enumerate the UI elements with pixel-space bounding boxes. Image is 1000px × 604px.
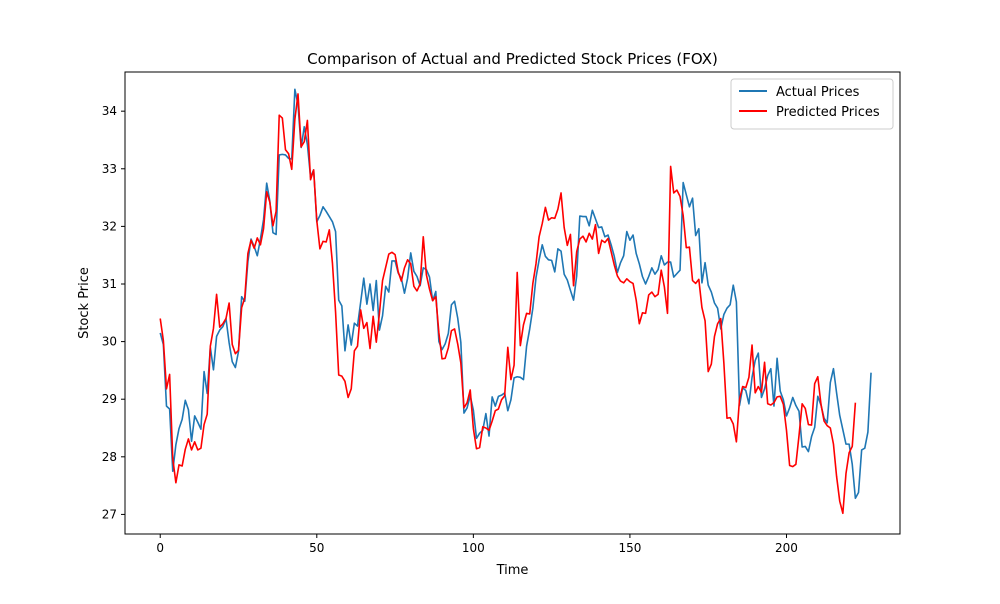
legend-box — [730, 78, 894, 130]
x-axis-ticks: 0 50 100 150 200 — [156, 534, 798, 555]
chart-title: Comparison of Actual and Predicted Stock… — [307, 50, 718, 68]
x-tick-label: 50 — [309, 541, 324, 555]
series-layer — [159, 88, 872, 515]
y-tick-label: 34 — [102, 104, 117, 118]
x-axis-label: Time — [496, 563, 529, 578]
x-tick-label: 0 — [156, 541, 164, 555]
x-tick-label: 150 — [618, 541, 641, 555]
y-tick-label: 28 — [102, 450, 117, 464]
y-tick-label: 30 — [102, 335, 117, 349]
legend-actual-label: Actual Prices — [776, 85, 860, 100]
y-tick-label: 33 — [102, 162, 117, 176]
y-tick-label: 32 — [102, 219, 117, 233]
legend-predicted-label: Predicted Prices — [776, 105, 880, 120]
x-tick-label: 200 — [775, 541, 798, 555]
x-tick-label: 100 — [462, 541, 485, 555]
legend: Actual Prices Predicted Prices — [730, 78, 894, 130]
y-tick-label: 27 — [102, 507, 117, 521]
y-axis-label: Stock Price — [77, 267, 92, 339]
y-tick-label: 31 — [102, 277, 117, 291]
series-line-predicted-prices — [159, 93, 857, 515]
series-line-actual-prices — [159, 88, 872, 500]
y-axis-ticks: 27 28 29 30 31 32 33 34 — [102, 104, 125, 521]
plot-frame — [124, 71, 901, 535]
y-tick-label: 29 — [102, 392, 117, 406]
